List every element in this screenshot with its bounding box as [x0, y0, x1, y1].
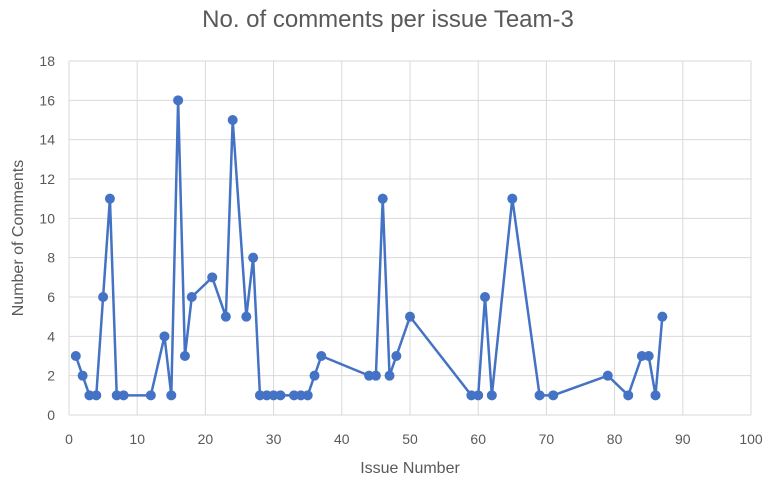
data-point [643, 351, 654, 361]
series-markers [70, 95, 668, 401]
x-tick-label: 10 [129, 431, 145, 447]
data-point [173, 95, 184, 106]
data-point [98, 292, 109, 302]
data-point [548, 390, 559, 401]
data-point [309, 370, 320, 381]
x-tick-label: 100 [739, 431, 763, 447]
x-tick-label: 80 [607, 431, 623, 447]
y-tick-label: 0 [47, 407, 55, 423]
x-tick-label: 0 [65, 431, 73, 447]
y-tick-label: 10 [39, 210, 55, 226]
data-point [207, 272, 218, 283]
data-point [220, 311, 231, 322]
series-line [74, 100, 664, 398]
x-axis-title: Issue Number [360, 460, 460, 477]
y-tick-label: 6 [47, 289, 55, 305]
data-point [377, 193, 388, 204]
y-tick-label: 12 [39, 171, 55, 187]
data-point [657, 311, 668, 322]
data-point [480, 292, 491, 302]
data-point [486, 390, 497, 401]
data-point [316, 351, 327, 361]
x-tick-label: 20 [198, 431, 214, 447]
data-point [241, 311, 252, 322]
data-point [159, 331, 170, 342]
data-point [227, 115, 238, 125]
data-point [118, 390, 129, 401]
x-tick-label: 50 [402, 431, 418, 447]
y-tick-label: 8 [47, 250, 55, 266]
data-point [77, 370, 88, 381]
y-tick-label: 2 [47, 368, 55, 384]
y-tick-label: 14 [39, 132, 55, 148]
y-tick-label: 18 [39, 53, 55, 69]
data-point [70, 351, 81, 361]
x-tick-label: 30 [266, 431, 282, 447]
data-point [650, 390, 661, 401]
data-point [186, 292, 197, 302]
data-point [145, 390, 156, 401]
data-point [179, 351, 190, 361]
data-point [91, 390, 102, 401]
data-point [507, 193, 518, 204]
data-point [623, 390, 634, 401]
data-point [384, 370, 395, 381]
x-tick-label: 60 [470, 431, 486, 447]
x-tick-label: 90 [675, 431, 691, 447]
x-tick-label: 70 [539, 431, 555, 447]
data-point [473, 390, 484, 401]
data-point [534, 390, 545, 401]
data-point [405, 311, 415, 322]
data-point [104, 193, 115, 204]
data-point [275, 390, 286, 401]
x-tick-label: 40 [334, 431, 350, 447]
data-point [391, 351, 402, 361]
data-point [302, 390, 313, 401]
data-point [166, 390, 177, 401]
chart-title: No. of comments per issue Team-3 [202, 6, 574, 33]
tick-labels: 0 2 4 6 8 10 12 14 16 18 0 10 20 30 40 50 60 70 80 90 100 [39, 53, 762, 447]
y-tick-label: 4 [47, 328, 55, 344]
data-point [370, 370, 381, 381]
data-point [248, 252, 259, 263]
data-point [602, 370, 613, 381]
y-axis-title: Number of Comments [10, 160, 27, 317]
y-tick-label: 16 [39, 92, 55, 108]
